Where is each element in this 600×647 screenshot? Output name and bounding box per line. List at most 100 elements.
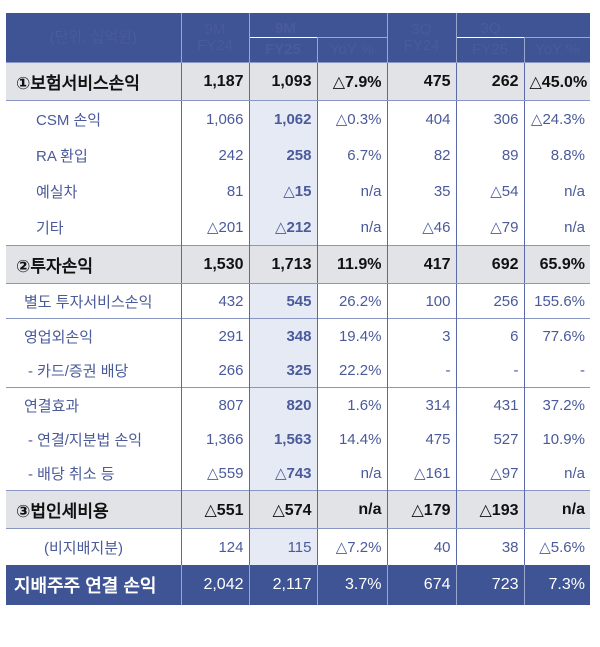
row-insurance-service-profit: ①보험서비스손익 1,187 1,093 △7.9% 475 262 △45.0… bbox=[6, 62, 590, 101]
row-dividend-cancellation: - 배당 취소 등 △559 △743 n/a △161 △97 n/a bbox=[6, 456, 590, 491]
cell-9m-fy25: 545 bbox=[248, 283, 318, 319]
cell-9m-fy24: △559 bbox=[180, 456, 250, 491]
cell-9m-yoy: △0.3% bbox=[316, 100, 388, 137]
cell-3q-fy25: 6 bbox=[455, 318, 525, 353]
header-9m-fy25-line1: 9M bbox=[275, 20, 296, 37]
cell-9m-fy24: 807 bbox=[180, 387, 250, 422]
cell-9m-fy24: 1,366 bbox=[180, 422, 250, 456]
cell-9m-yoy: 6.7% bbox=[316, 137, 388, 173]
header-9m-fy25-line2: FY25 bbox=[249, 37, 318, 63]
row-non-operating-profit: 영업외손익 291 348 19.4% 3 6 77.6% bbox=[6, 318, 590, 353]
cell-3q-fy25: 431 bbox=[455, 387, 525, 422]
row-non-controlling-interest: (비지배지분) 124 115 △7.2% 40 38 △5.6% bbox=[6, 528, 590, 565]
cell-3q-fy25: 262 bbox=[455, 62, 525, 101]
row-consolidated-equity-method-profit: - 연결/지분법 손익 1,366 1,563 14.4% 475 527 10… bbox=[6, 422, 590, 456]
header-9m-fy25: 9M bbox=[248, 13, 388, 38]
header-3q-fy25-line2: FY25 bbox=[455, 37, 525, 63]
cell-9m-fy25: 348 bbox=[248, 318, 318, 353]
cell-9m-fy24: 1,187 bbox=[180, 62, 250, 101]
cell-9m-yoy: 1.6% bbox=[316, 387, 388, 422]
header-3q-fy25: 3Q bbox=[455, 13, 590, 38]
cell-3q-fy24: △179 bbox=[386, 490, 457, 529]
cell-3q-fy25: △54 bbox=[455, 173, 525, 209]
header-9m-yoy: YoY % bbox=[316, 37, 388, 63]
cell-3q-fy24: 82 bbox=[386, 137, 457, 173]
cell-3q-fy25: 89 bbox=[455, 137, 525, 173]
cell-9m-yoy: n/a bbox=[316, 209, 388, 246]
cell-9m-yoy: 26.2% bbox=[316, 283, 388, 319]
cell-3q-fy25: 723 bbox=[455, 565, 525, 605]
cell-9m-fy25: △743 bbox=[248, 456, 318, 491]
cell-9m-fy25: 1,093 bbox=[248, 62, 318, 101]
cell-9m-fy24: 124 bbox=[180, 528, 250, 565]
row-label: - 배당 취소 등 bbox=[6, 456, 182, 491]
cell-3q-fy25: 256 bbox=[455, 283, 525, 319]
header-9m-fy24: 9M FY24 bbox=[180, 13, 250, 63]
cell-9m-yoy: △7.2% bbox=[316, 528, 388, 565]
row-consolidation-effect: 연결효과 807 820 1.6% 314 431 37.2% bbox=[6, 387, 590, 422]
row-corporate-tax-expense: ③법인세비용 △551 △574 n/a △179 △193 n/a bbox=[6, 490, 590, 529]
cell-3q-fy24: 475 bbox=[386, 422, 457, 456]
cell-9m-fy25: 820 bbox=[248, 387, 318, 422]
cell-3q-yoy: △5.6% bbox=[523, 528, 590, 565]
cell-3q-fy25: △97 bbox=[455, 456, 525, 491]
cell-9m-fy25: 258 bbox=[248, 137, 318, 173]
cell-3q-yoy: △45.0% bbox=[523, 62, 590, 101]
unit-label: (단위: 십억원) bbox=[6, 13, 182, 63]
row-label: ①보험서비스손익 bbox=[6, 62, 182, 101]
row-label: 예실차 bbox=[6, 173, 182, 209]
row-ra-release: RA 환입 242 258 6.7% 82 89 8.8% bbox=[6, 137, 590, 173]
row-label: 영업외손익 bbox=[6, 318, 182, 353]
row-separate-investment-service-profit: 별도 투자서비스손익 432 545 26.2% 100 256 155.6% bbox=[6, 283, 590, 319]
cell-9m-yoy: 22.2% bbox=[316, 353, 388, 388]
cell-9m-yoy: n/a bbox=[316, 456, 388, 491]
cell-3q-fy24: 314 bbox=[386, 387, 457, 422]
cell-3q-yoy: n/a bbox=[523, 456, 590, 491]
header-3q-fy24: 3Q FY24 bbox=[386, 13, 457, 63]
cell-3q-fy24: - bbox=[386, 353, 457, 388]
cell-9m-fy24: 242 bbox=[180, 137, 250, 173]
cell-3q-fy25: △193 bbox=[455, 490, 525, 529]
cell-3q-yoy: 77.6% bbox=[523, 318, 590, 353]
header-9m-fy24-line1: 9M bbox=[204, 20, 226, 38]
row-label: RA 환입 bbox=[6, 137, 182, 173]
cell-9m-fy24: 1,066 bbox=[180, 100, 250, 137]
cell-3q-yoy: 7.3% bbox=[523, 565, 590, 605]
cell-3q-yoy: △24.3% bbox=[523, 100, 590, 137]
header-3q-fy24-line2: FY24 bbox=[403, 36, 440, 54]
cell-3q-fy24: 35 bbox=[386, 173, 457, 209]
cell-9m-fy25: 2,117 bbox=[248, 565, 318, 605]
row-label: 지배주주 연결 손익 bbox=[6, 565, 182, 605]
cell-3q-fy25: 306 bbox=[455, 100, 525, 137]
cell-3q-yoy: n/a bbox=[523, 209, 590, 246]
row-label: 연결효과 bbox=[6, 387, 182, 422]
cell-3q-fy24: △46 bbox=[386, 209, 457, 246]
row-label: (비지배지분) bbox=[6, 528, 182, 565]
cell-3q-fy24: 40 bbox=[386, 528, 457, 565]
cell-3q-yoy: 37.2% bbox=[523, 387, 590, 422]
header-row: (단위: 십억원) 9M FY24 9M 3Q FY24 3Q bbox=[6, 13, 590, 63]
cell-9m-fy24: 2,042 bbox=[180, 565, 250, 605]
cell-3q-fy25: - bbox=[455, 353, 525, 388]
cell-9m-fy25: 1,563 bbox=[248, 422, 318, 456]
cell-9m-fy25: 115 bbox=[248, 528, 318, 565]
cell-9m-fy24: 432 bbox=[180, 283, 250, 319]
row-label: - 연결/지분법 손익 bbox=[6, 422, 182, 456]
cell-9m-yoy: 19.4% bbox=[316, 318, 388, 353]
cell-9m-yoy: 14.4% bbox=[316, 422, 388, 456]
cell-9m-fy25: △574 bbox=[248, 490, 318, 529]
cell-3q-fy24: △161 bbox=[386, 456, 457, 491]
cell-9m-fy24: 266 bbox=[180, 353, 250, 388]
row-csm-profit: CSM 손익 1,066 1,062 △0.3% 404 306 △24.3% bbox=[6, 100, 590, 137]
cell-3q-yoy: 10.9% bbox=[523, 422, 590, 456]
cell-3q-fy25: 527 bbox=[455, 422, 525, 456]
financial-summary-table: (단위: 십억원) 9M FY24 9M 3Q FY24 3Q FY25 YoY… bbox=[6, 13, 590, 605]
cell-3q-fy24: 3 bbox=[386, 318, 457, 353]
cell-9m-yoy: 3.7% bbox=[316, 565, 388, 605]
row-label: ③법인세비용 bbox=[6, 490, 182, 529]
row-label: - 카드/증권 배당 bbox=[6, 353, 182, 388]
cell-3q-fy24: 417 bbox=[386, 245, 457, 284]
cell-3q-fy24: 404 bbox=[386, 100, 457, 137]
cell-3q-fy25: △79 bbox=[455, 209, 525, 246]
cell-3q-yoy: 65.9% bbox=[523, 245, 590, 284]
